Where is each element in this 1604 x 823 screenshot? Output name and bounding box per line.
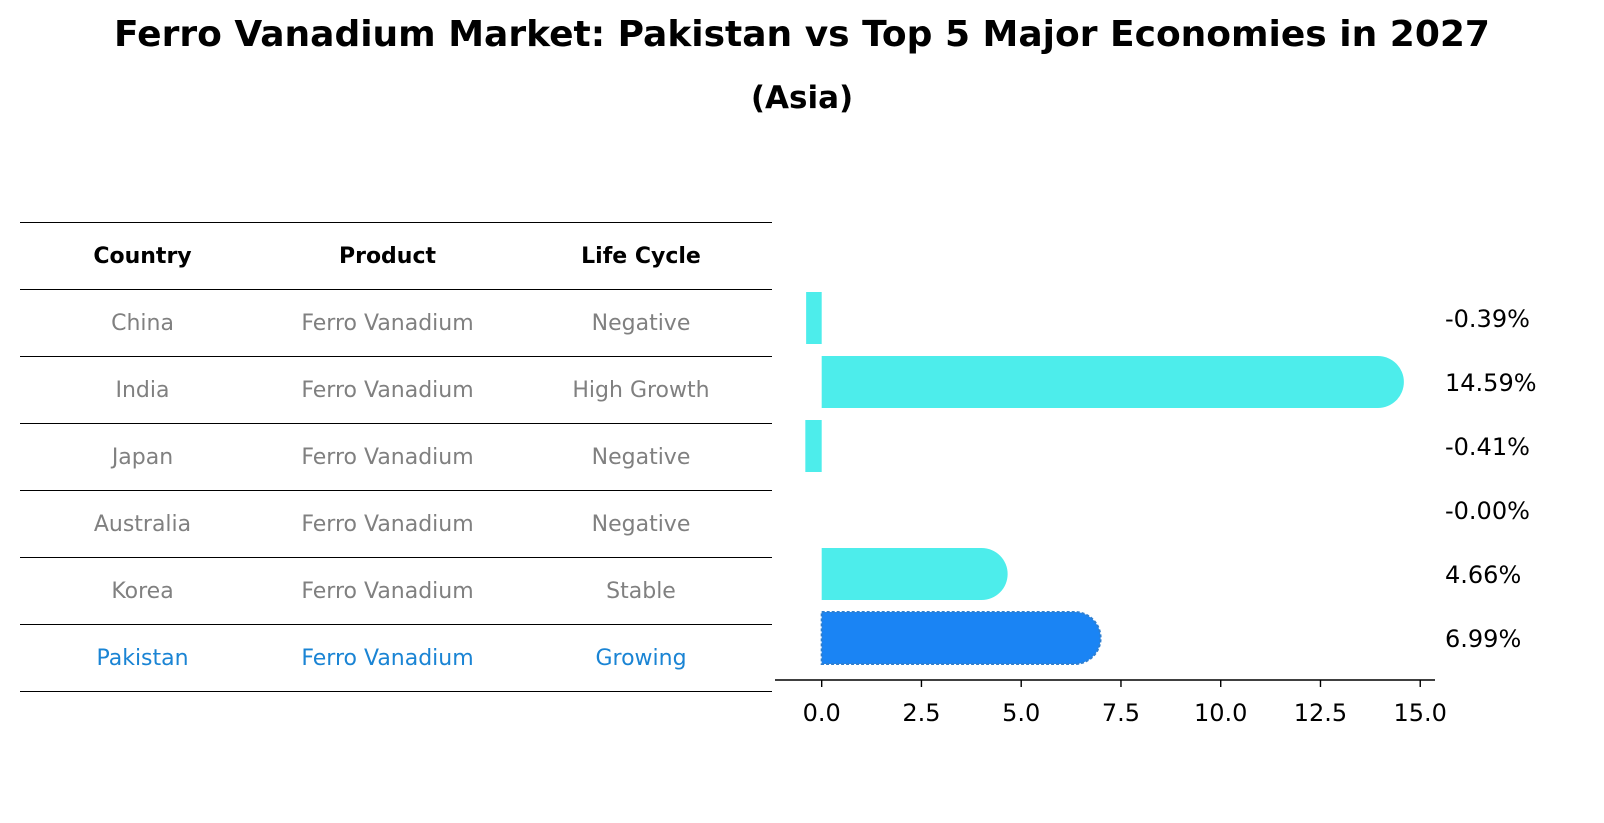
table-row: India Ferro Vanadium High Growth <box>20 356 772 424</box>
chart-title: Ferro Vanadium Market: Pakistan vs Top 5… <box>114 14 1490 55</box>
bar-japan <box>805 420 822 472</box>
cell-country: India <box>20 356 265 424</box>
header-country: Country <box>20 222 265 290</box>
value-label-india: 14.59% <box>1445 369 1537 397</box>
cell-product: Ferro Vanadium <box>265 356 510 424</box>
table-row: Japan Ferro Vanadium Negative <box>20 423 772 491</box>
table-row: Australia Ferro Vanadium Negative <box>20 490 772 558</box>
chart-subtitle: (Asia) <box>750 80 854 116</box>
cell-life-cycle: Growing <box>510 624 772 692</box>
cell-life-cycle: High Growth <box>510 356 772 424</box>
data-table: Country Product Life Cycle China Ferro V… <box>20 222 772 692</box>
value-label-china: -0.39% <box>1445 305 1530 333</box>
bar-chart: -0.39% 14.59% -0.41% -0.00% 4.66% 6.99% 0.0 2.5… <box>775 292 1537 727</box>
x-tick-label: 7.5 <box>1102 699 1140 727</box>
bar-india <box>821 356 1404 408</box>
cell-life-cycle: Stable <box>510 557 772 625</box>
bar-korea <box>821 548 1008 600</box>
value-label-pakistan: 6.99% <box>1445 625 1521 653</box>
x-tick-label: 5.0 <box>1002 699 1040 727</box>
cell-product: Ferro Vanadium <box>265 289 510 357</box>
value-label-australia: -0.00% <box>1445 497 1530 525</box>
table-row-highlight: Pakistan Ferro Vanadium Growing <box>20 624 772 692</box>
cell-life-cycle: Negative <box>510 423 772 491</box>
header-life-cycle: Life Cycle <box>510 222 772 290</box>
cell-product: Ferro Vanadium <box>265 624 510 692</box>
cell-country: Korea <box>20 557 265 625</box>
x-tick-label: 2.5 <box>902 699 940 727</box>
x-tick-label: 10.0 <box>1194 699 1247 727</box>
x-tick-label: 15.0 <box>1394 699 1447 727</box>
cell-life-cycle: Negative <box>510 490 772 558</box>
cell-product: Ferro Vanadium <box>265 423 510 491</box>
table-header-row: Country Product Life Cycle <box>20 222 772 290</box>
cell-country: Pakistan <box>20 624 265 692</box>
bar-china <box>806 292 822 344</box>
cell-country: Japan <box>20 423 265 491</box>
cell-life-cycle: Negative <box>510 289 772 357</box>
x-tick-label: 12.5 <box>1294 699 1347 727</box>
table-row: China Ferro Vanadium Negative <box>20 289 772 357</box>
cell-country: Australia <box>20 490 265 558</box>
cell-product: Ferro Vanadium <box>265 557 510 625</box>
bar-pakistan <box>820 611 1102 665</box>
cell-product: Ferro Vanadium <box>265 490 510 558</box>
cell-country: China <box>20 289 265 357</box>
value-label-japan: -0.41% <box>1445 433 1530 461</box>
value-label-korea: 4.66% <box>1445 561 1521 589</box>
header-product: Product <box>265 222 510 290</box>
table-row: Korea Ferro Vanadium Stable <box>20 557 772 625</box>
x-tick-label: 0.0 <box>803 699 841 727</box>
